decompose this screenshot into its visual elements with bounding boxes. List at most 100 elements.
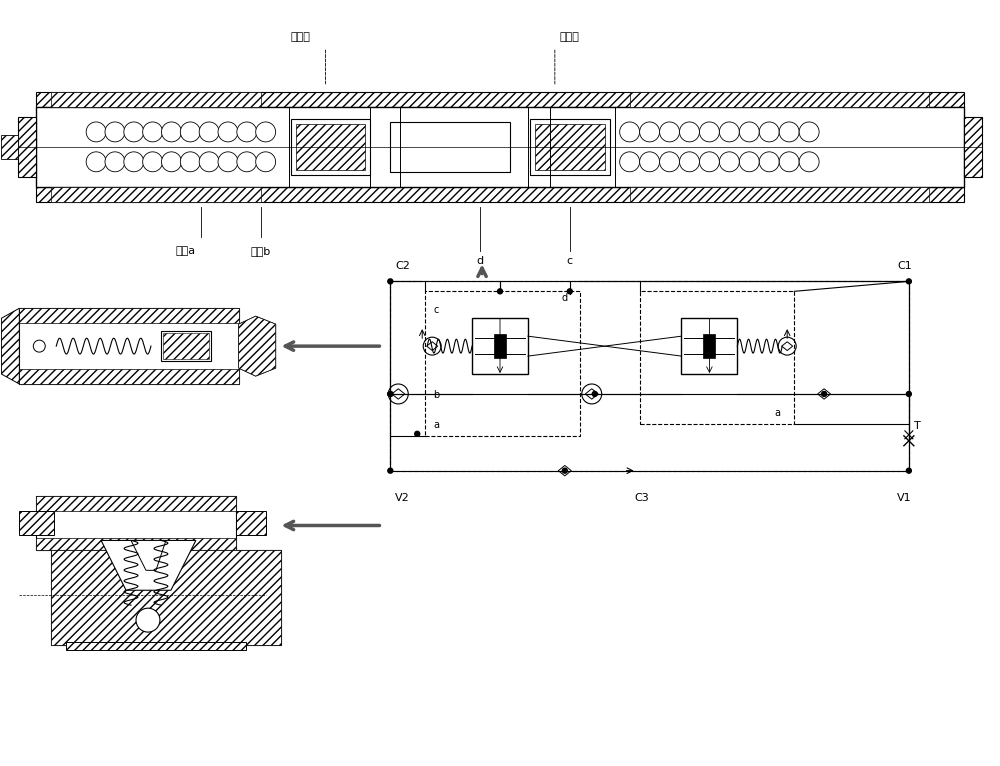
Bar [640,291,794,424]
Circle shape [719,152,739,172]
Circle shape [699,152,719,172]
Bar [36,187,964,201]
Polygon shape [101,541,196,591]
Circle shape [105,152,125,172]
Bar [51,551,281,645]
Circle shape [143,122,163,142]
Text: d: d [562,293,568,303]
Circle shape [218,122,238,142]
Bar [291,119,370,175]
Circle shape [237,122,257,142]
Bar [630,187,929,201]
Text: T: T [914,421,921,430]
Circle shape [33,340,45,352]
Text: C1: C1 [897,261,912,271]
Circle shape [124,122,144,142]
Bar [494,334,506,358]
Text: c: c [433,306,439,316]
Bar [19,308,239,384]
Circle shape [759,122,779,142]
Circle shape [680,152,699,172]
Circle shape [680,122,699,142]
Circle shape [415,431,420,437]
Circle shape [237,152,257,172]
Circle shape [739,152,759,172]
Circle shape [199,122,219,142]
Bar [36,496,236,510]
Circle shape [199,152,219,172]
Circle shape [906,279,911,284]
Bar [36,92,964,107]
Bar [161,331,211,361]
Bar [425,291,580,436]
Bar [19,308,239,323]
Bar [703,334,715,358]
Circle shape [759,152,779,172]
Text: C3: C3 [635,493,649,502]
Circle shape [799,122,819,142]
Polygon shape [239,316,276,376]
Circle shape [620,122,640,142]
Circle shape [105,122,125,142]
Bar [390,281,909,470]
Bar [472,318,528,374]
Circle shape [161,122,181,142]
Bar [19,510,54,535]
Circle shape [562,468,567,473]
Circle shape [640,152,660,172]
Text: a: a [433,420,439,430]
Circle shape [822,391,827,397]
Circle shape [388,279,393,284]
Text: a: a [774,408,780,418]
Bar [51,92,261,107]
Circle shape [906,468,911,473]
Circle shape [779,152,799,172]
Bar [630,92,929,107]
Bar [681,318,737,374]
Text: V2: V2 [395,493,410,502]
Text: V1: V1 [897,493,912,502]
Bar [1,135,18,159]
Circle shape [180,122,200,142]
Bar [51,187,261,201]
Bar [36,107,964,187]
Text: C2: C2 [395,261,410,271]
Bar [964,117,982,177]
Circle shape [388,391,393,397]
Circle shape [799,152,819,172]
Circle shape [143,152,163,172]
Circle shape [180,152,200,172]
Polygon shape [1,308,19,384]
Text: 阀芯左: 阀芯左 [291,32,310,42]
Circle shape [86,152,106,172]
Text: b: b [433,390,439,400]
Circle shape [124,152,144,172]
Bar [163,333,209,359]
Bar [296,124,365,170]
Circle shape [620,152,640,172]
Circle shape [699,122,719,142]
Circle shape [136,608,160,632]
Bar [51,551,281,645]
Circle shape [906,391,911,397]
Circle shape [256,122,276,142]
Bar [530,119,610,175]
Circle shape [388,468,393,473]
Text: 先寏b: 先寏b [251,247,271,257]
Bar [36,496,236,551]
Bar [535,124,605,170]
Circle shape [388,391,393,397]
Circle shape [161,152,181,172]
Circle shape [86,122,106,142]
Circle shape [660,122,680,142]
Circle shape [218,152,238,172]
Circle shape [739,122,759,142]
Polygon shape [131,541,166,571]
Text: 阀芯右: 阀芯右 [560,32,580,42]
Bar [36,538,236,551]
Circle shape [660,152,680,172]
Circle shape [567,289,572,294]
Text: c: c [567,257,573,267]
Circle shape [592,391,597,397]
Bar [66,642,246,650]
